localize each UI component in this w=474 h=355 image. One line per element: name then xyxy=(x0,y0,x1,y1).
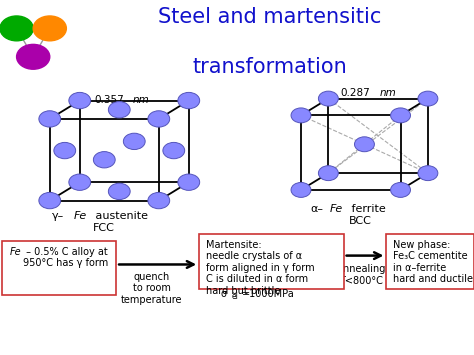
Circle shape xyxy=(0,16,33,41)
Text: nm: nm xyxy=(133,95,149,105)
Circle shape xyxy=(291,108,311,123)
Text: α–: α– xyxy=(310,204,323,214)
Circle shape xyxy=(178,174,200,190)
Text: quench
to room
temperature: quench to room temperature xyxy=(121,272,182,305)
Text: γ–: γ– xyxy=(52,211,64,221)
Circle shape xyxy=(109,102,130,118)
Circle shape xyxy=(33,16,66,41)
Text: Fe: Fe xyxy=(9,247,21,257)
Text: – 0.5% C alloy at
950°C has γ form: – 0.5% C alloy at 950°C has γ form xyxy=(23,247,108,268)
Circle shape xyxy=(17,44,50,69)
Circle shape xyxy=(178,92,200,109)
Text: 0.287: 0.287 xyxy=(341,88,370,98)
Circle shape xyxy=(418,166,438,181)
Circle shape xyxy=(39,111,61,127)
Circle shape xyxy=(418,91,438,106)
Text: σ: σ xyxy=(220,289,227,299)
Circle shape xyxy=(109,183,130,200)
Circle shape xyxy=(39,192,61,209)
Circle shape xyxy=(148,192,170,209)
Text: Steel and martensitic: Steel and martensitic xyxy=(158,7,382,27)
Text: el: el xyxy=(231,292,238,301)
Circle shape xyxy=(54,142,76,159)
Text: Fe: Fe xyxy=(73,211,87,221)
Circle shape xyxy=(123,133,145,149)
Text: nm: nm xyxy=(379,88,396,98)
Circle shape xyxy=(355,137,374,152)
FancyBboxPatch shape xyxy=(2,241,116,295)
Text: transformation: transformation xyxy=(193,57,347,77)
Text: ferrite
BCC: ferrite BCC xyxy=(348,204,386,226)
Circle shape xyxy=(69,92,91,109)
FancyBboxPatch shape xyxy=(199,234,344,289)
Circle shape xyxy=(291,182,311,197)
Circle shape xyxy=(319,166,338,181)
Circle shape xyxy=(319,91,338,106)
Text: annealing
T<800°C: annealing T<800°C xyxy=(337,264,385,286)
Circle shape xyxy=(163,142,185,159)
Circle shape xyxy=(391,182,410,197)
Circle shape xyxy=(69,174,91,190)
FancyBboxPatch shape xyxy=(386,234,474,289)
Text: Martensite:
needle crystals of α
form aligned in γ form
C is diluted in α form
h: Martensite: needle crystals of α form al… xyxy=(206,240,315,296)
Text: austenite
FCC: austenite FCC xyxy=(92,211,148,233)
Text: New phase:
Fe₃C cementite
in α–ferrite
hard and ductile: New phase: Fe₃C cementite in α–ferrite h… xyxy=(393,240,474,284)
Text: =1000MPa: =1000MPa xyxy=(242,289,294,299)
Circle shape xyxy=(148,111,170,127)
Text: 0.357: 0.357 xyxy=(94,95,124,105)
Circle shape xyxy=(391,108,410,123)
Text: Fe: Fe xyxy=(329,204,343,214)
Circle shape xyxy=(93,152,115,168)
